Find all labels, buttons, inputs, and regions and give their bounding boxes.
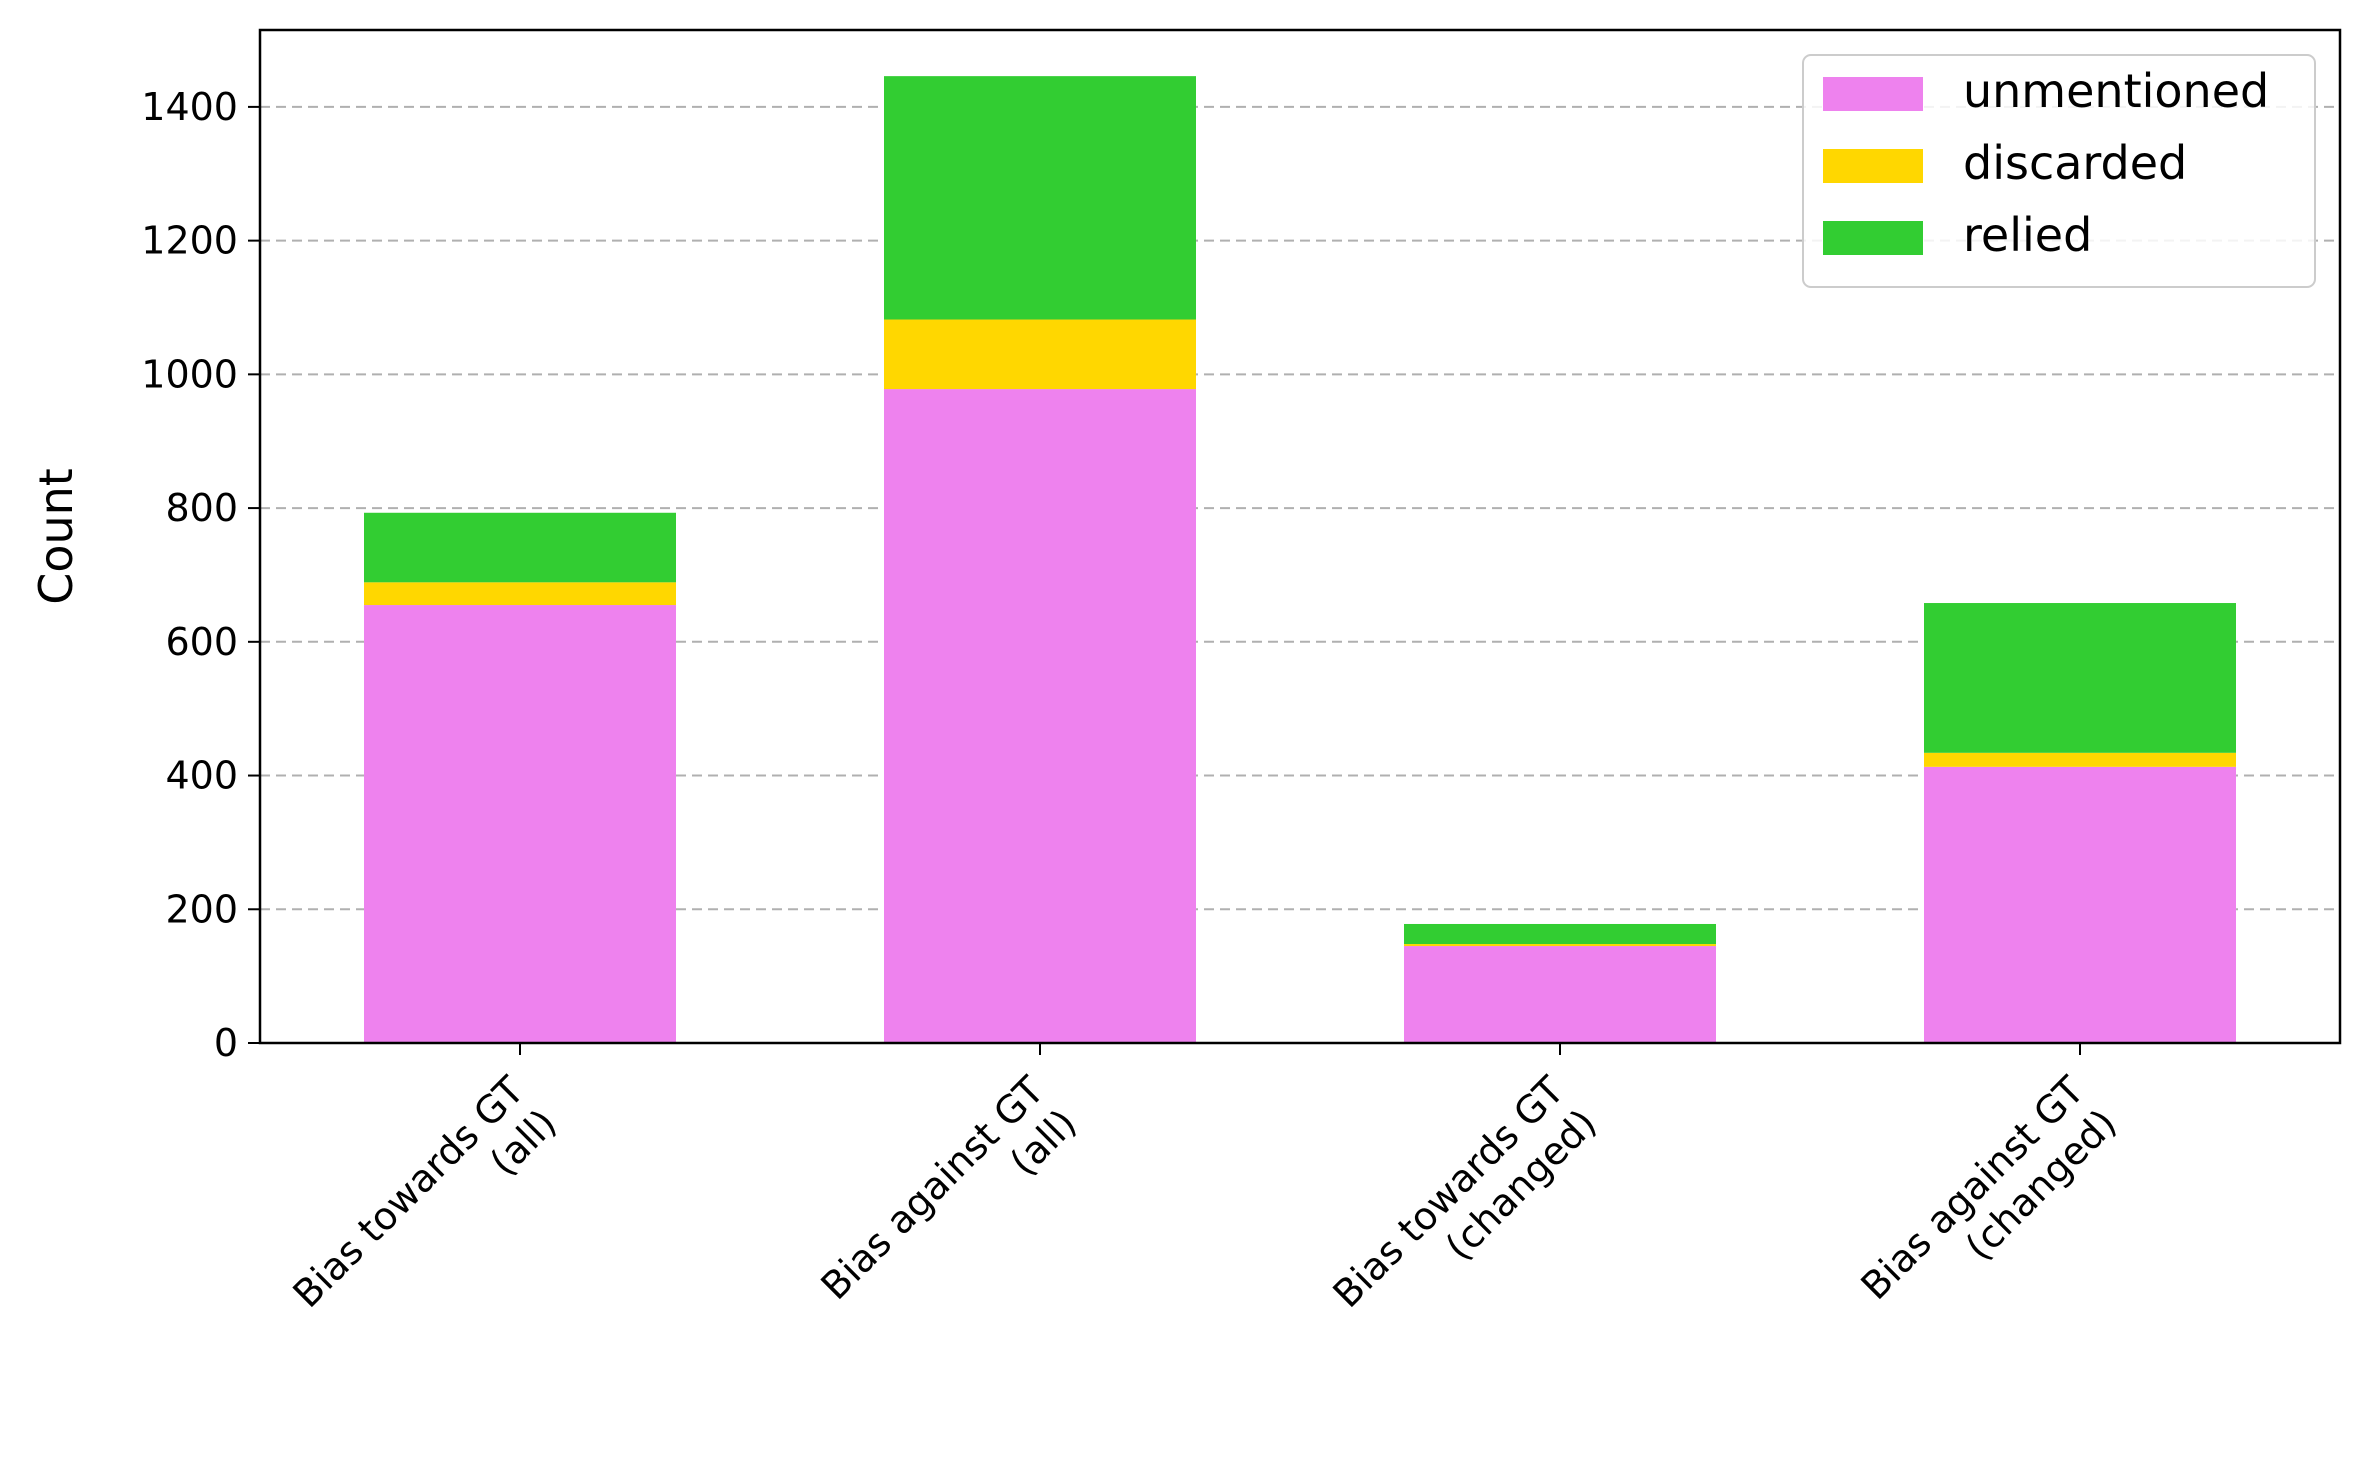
x-tick-label: Bias towards GT(all) [284, 1068, 565, 1349]
y-tick-label: 800 [165, 486, 238, 530]
x-tick-label: Bias against GT(changed) [1853, 1068, 2126, 1341]
y-tick-label: 1000 [141, 352, 238, 396]
legend-label-unmentioned: unmentioned [1963, 64, 2269, 118]
legend-label-discarded: discarded [1963, 136, 2187, 190]
x-tick-label: Bias against GT(all) [813, 1068, 1086, 1341]
bar-unmentioned [1924, 766, 2236, 1043]
legend-swatch-unmentioned [1823, 77, 1923, 111]
bar-relied [884, 76, 1196, 320]
bar-discarded [364, 582, 676, 606]
legend: unmentioned discarded relied [1802, 54, 2316, 288]
legend-swatch-discarded [1823, 149, 1923, 183]
y-tick-label: 200 [165, 887, 238, 931]
bar-discarded [1924, 752, 2236, 767]
bars-layer [364, 76, 2236, 1043]
y-tick-label: 1200 [141, 219, 238, 263]
y-tick-label: 400 [165, 754, 238, 798]
y-axis-title: Count [29, 468, 83, 605]
legend-frame [1802, 54, 2316, 288]
bar-discarded [884, 319, 1196, 390]
bar-relied [1404, 923, 1716, 945]
bar-unmentioned [364, 605, 676, 1043]
y-tick-label: 1400 [141, 85, 238, 129]
x-tick-label: Bias towards GT(changed) [1324, 1068, 1605, 1349]
legend-label-relied: relied [1963, 208, 2092, 262]
bar-relied [364, 512, 676, 583]
legend-swatch-relied [1823, 221, 1923, 255]
bar-relied [1924, 603, 2236, 753]
plot-frame [258, 28, 2342, 1045]
bar-discarded [1404, 944, 1716, 947]
bar-unmentioned [1404, 946, 1716, 1043]
bar-unmentioned [884, 389, 1196, 1043]
y-tick-label: 600 [165, 620, 238, 664]
y-tick-label: 0 [214, 1021, 238, 1065]
